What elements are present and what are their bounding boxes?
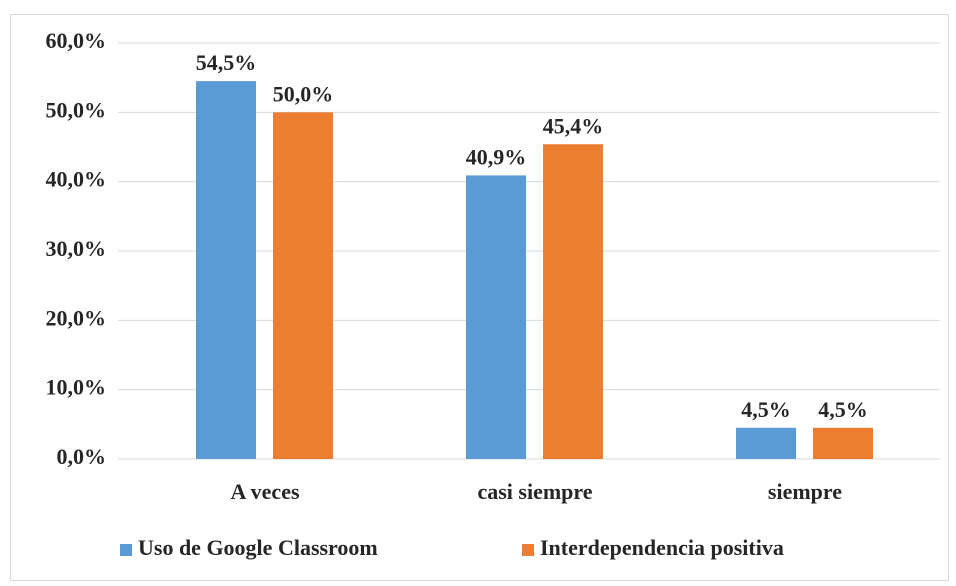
y-tick-label: 20,0% [46, 305, 107, 330]
legend-label: Interdependencia positiva [540, 535, 784, 560]
x-tick-label: siempre [768, 479, 842, 504]
bar [196, 81, 256, 459]
legend-swatch [120, 544, 132, 556]
data-label: 4,5% [741, 397, 791, 422]
data-label: 45,4% [543, 113, 604, 138]
x-tick-label: casi siempre [477, 479, 592, 504]
y-tick-label: 30,0% [46, 236, 107, 261]
bar [543, 144, 603, 459]
y-tick-label: 60,0% [46, 28, 107, 53]
y-tick-label: 40,0% [46, 167, 107, 192]
y-tick-label: 10,0% [46, 375, 107, 400]
y-tick-label: 50,0% [46, 97, 107, 122]
legend-label: Uso de Google Classroom [138, 535, 378, 560]
data-label: 40,9% [466, 144, 527, 169]
bar [466, 175, 526, 459]
legend-swatch [522, 544, 534, 556]
bar [273, 112, 333, 459]
data-label: 54,5% [196, 50, 257, 75]
bar [736, 427, 796, 459]
x-tick-label: A veces [230, 479, 299, 504]
y-tick-label: 0,0% [57, 444, 107, 469]
data-label: 4,5% [818, 397, 868, 422]
bar [813, 427, 873, 459]
data-label: 50,0% [273, 81, 334, 106]
